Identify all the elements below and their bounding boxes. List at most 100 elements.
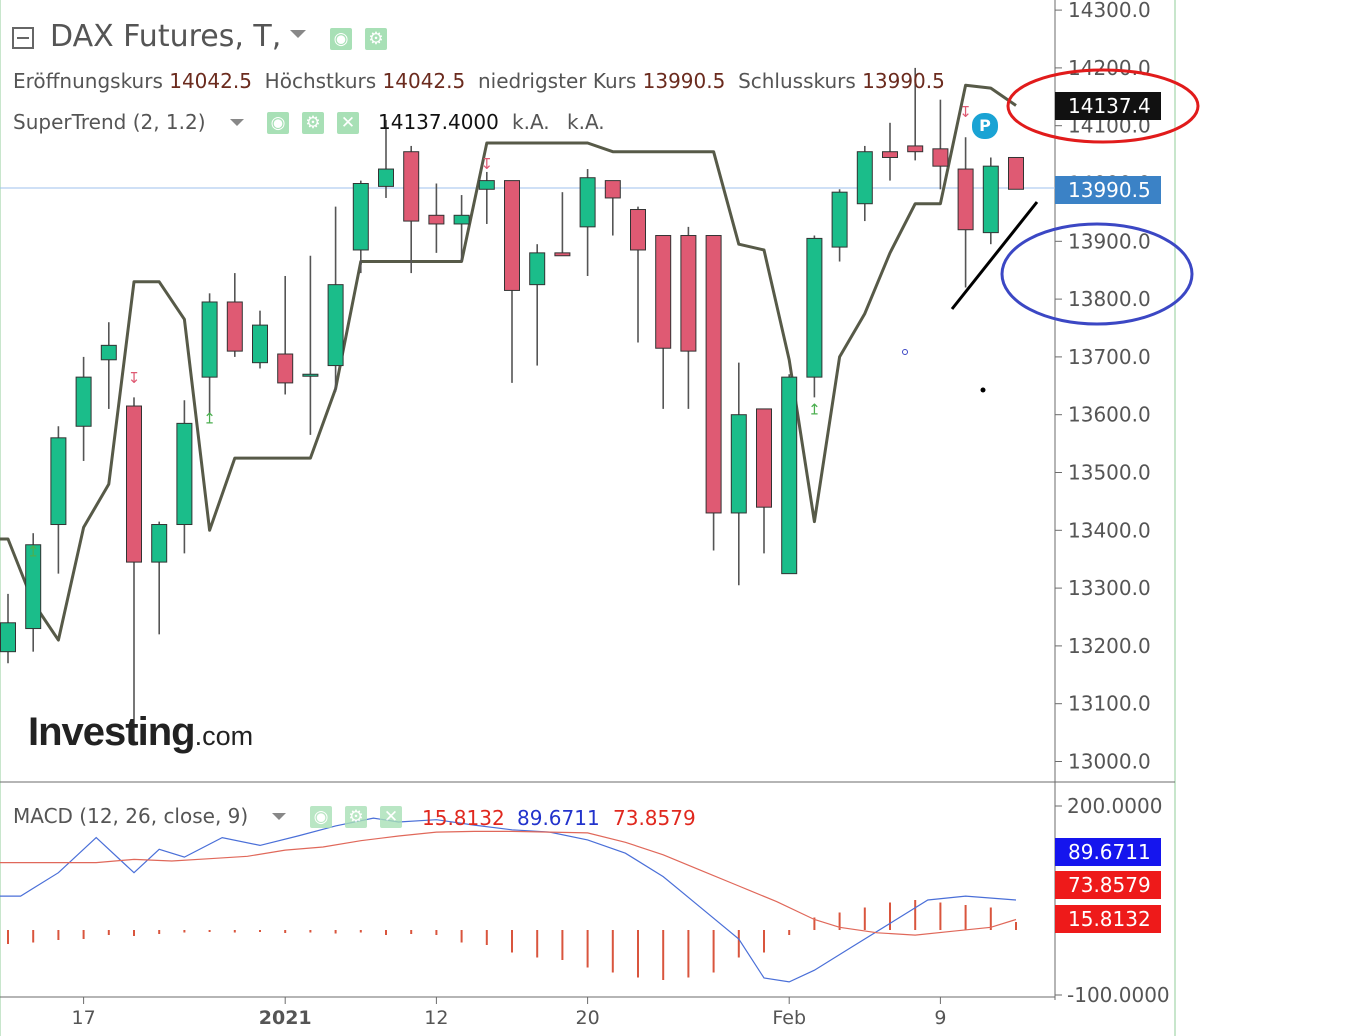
markers-layer: ↥ ↧ ↥ ↧ ↥ ↧ bbox=[27, 103, 972, 560]
candles-layer bbox=[0, 67, 1024, 745]
red-circle-annotation bbox=[1006, 68, 1200, 144]
candle-body bbox=[529, 252, 546, 286]
pin-badge-icon[interactable]: P bbox=[971, 112, 999, 140]
candle-body bbox=[0, 622, 16, 653]
drawn-trendline bbox=[950, 201, 1039, 310]
candle bbox=[50, 426, 67, 574]
candle-body bbox=[403, 151, 420, 222]
macd-line bbox=[0, 817, 1017, 983]
candle-body bbox=[327, 284, 344, 367]
down-arrow-marker: ↧ bbox=[481, 155, 494, 173]
price-tick-label: 13200.0 bbox=[1068, 634, 1151, 658]
candle-body bbox=[50, 437, 67, 526]
candle-body bbox=[831, 191, 848, 248]
candle-body bbox=[176, 422, 193, 526]
eye-icon[interactable]: ◉ bbox=[267, 112, 289, 134]
time-tick-label: Feb bbox=[772, 1007, 806, 1029]
candle-body bbox=[277, 353, 294, 384]
candle-body bbox=[302, 373, 319, 377]
candle-body bbox=[428, 214, 445, 225]
candle bbox=[932, 99, 949, 190]
candle-body bbox=[630, 209, 646, 251]
eye-icon[interactable]: ◉ bbox=[310, 806, 332, 828]
supertrend-na-1: k.A. bbox=[512, 110, 550, 134]
macd-line-price-label: 89.6711 bbox=[1055, 838, 1161, 866]
time-tick-label: 9 bbox=[934, 1007, 946, 1029]
candle bbox=[453, 195, 470, 262]
ohlc-high-label: Höchstkurs bbox=[264, 69, 377, 93]
ohlc-open-value: 14042.5 bbox=[169, 69, 252, 93]
candle-body bbox=[378, 168, 394, 187]
gear-icon[interactable]: ⚙ bbox=[345, 806, 367, 828]
macd-signal-value: 73.8579 bbox=[613, 806, 696, 830]
candle-body bbox=[957, 168, 974, 231]
gear-icon[interactable]: ⚙ bbox=[302, 112, 324, 134]
time-tick-label: 17 bbox=[72, 1007, 96, 1029]
candle-body bbox=[453, 214, 470, 225]
price-tick-label: 13900.0 bbox=[1068, 229, 1151, 253]
macd-hist-price-label: 15.8132 bbox=[1055, 905, 1161, 933]
annotations-layer bbox=[902, 68, 1200, 393]
chevron-down-icon[interactable] bbox=[272, 813, 286, 820]
price-tick-label: 13700.0 bbox=[1068, 345, 1151, 369]
candle-body bbox=[226, 301, 243, 352]
chart-title: DAX Futures, T, bbox=[50, 19, 282, 54]
candle bbox=[831, 189, 848, 262]
candle bbox=[25, 533, 42, 652]
last-price-label: 13990.5 bbox=[1055, 176, 1161, 204]
macd-hist-value: 15.8132 bbox=[422, 806, 505, 830]
price-tick-label: 13300.0 bbox=[1068, 576, 1151, 600]
ohlc-close-label: Schlusskurs bbox=[738, 69, 856, 93]
candle-body bbox=[932, 148, 949, 167]
candle-body bbox=[126, 405, 142, 563]
price-tick-label: 13400.0 bbox=[1068, 518, 1151, 542]
signal-line bbox=[0, 830, 1017, 936]
candle bbox=[327, 206, 344, 392]
candle bbox=[579, 169, 596, 276]
candle-body bbox=[1008, 156, 1024, 190]
time-axis: 17 2021 12 20 Feb 9 bbox=[72, 997, 946, 1029]
macd-tick-label: -100.0000 bbox=[1067, 983, 1170, 1007]
chevron-down-icon[interactable] bbox=[230, 119, 244, 126]
candle bbox=[907, 67, 924, 161]
candle-body bbox=[655, 235, 672, 349]
candle bbox=[478, 171, 495, 224]
down-arrow-marker: ↧ bbox=[959, 103, 972, 121]
candle-body bbox=[907, 145, 924, 153]
candle-body bbox=[579, 177, 596, 228]
candle bbox=[655, 235, 672, 409]
candle bbox=[252, 310, 268, 369]
candle-body bbox=[680, 235, 697, 352]
gear-icon[interactable]: ⚙ bbox=[365, 28, 387, 50]
candle-body bbox=[100, 344, 117, 361]
candle-body bbox=[554, 252, 571, 257]
candle bbox=[529, 244, 546, 366]
macd-line-value: 89.6711 bbox=[517, 806, 600, 830]
up-arrow-marker: ↥ bbox=[27, 542, 40, 560]
chevron-down-icon[interactable] bbox=[290, 30, 306, 38]
candle-body bbox=[75, 376, 92, 427]
macd-tick-label: 200.0000 bbox=[1067, 794, 1162, 818]
macd-signal-price-label: 73.8579 bbox=[1055, 871, 1161, 899]
candle bbox=[730, 362, 747, 586]
candle bbox=[378, 119, 394, 198]
candle bbox=[680, 226, 697, 409]
collapse-icon[interactable] bbox=[12, 27, 34, 49]
close-icon[interactable]: ✕ bbox=[337, 112, 359, 134]
supertrend-label: SuperTrend (2, 1.2) bbox=[13, 110, 206, 134]
blue-circle-annotation bbox=[1000, 222, 1194, 326]
eye-icon[interactable]: ◉ bbox=[330, 28, 352, 50]
close-icon[interactable]: ✕ bbox=[380, 806, 402, 828]
supertrend-value: 14137.4000 bbox=[378, 110, 499, 134]
supertrend-layer bbox=[0, 83, 1017, 642]
candle bbox=[806, 235, 823, 398]
ohlc-low-value: 13990.5 bbox=[642, 69, 726, 93]
candle-body bbox=[352, 183, 369, 251]
price-tick-label: 14200.0 bbox=[1068, 56, 1151, 80]
time-tick-label: 20 bbox=[576, 1007, 600, 1029]
candle bbox=[201, 293, 218, 415]
price-axis: 13000.0 13100.0 13200.0 13300.0 13400.0 13500… bbox=[1055, 0, 1151, 774]
ohlc-close-value: 13990.5 bbox=[862, 69, 945, 93]
time-tick-label: 2021 bbox=[259, 1007, 312, 1029]
